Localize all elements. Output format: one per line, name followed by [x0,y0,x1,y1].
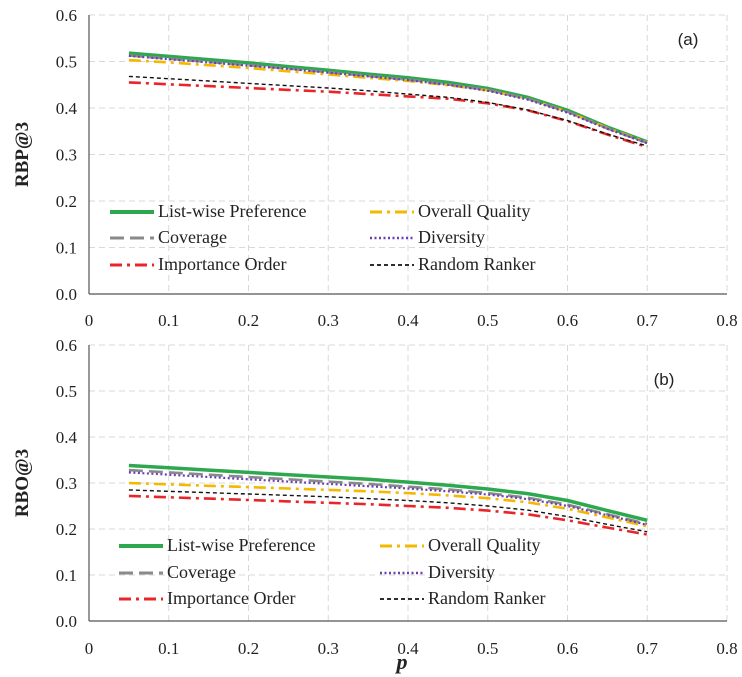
y-tick-label: 0.4 [56,99,78,118]
y-tick-label: 0.0 [56,285,77,304]
series-line-random-ranker [128,75,648,147]
series-line-diversity [128,54,648,145]
series-line-overall-quality [128,481,648,528]
legend-label: Random Ranker [428,588,545,608]
x-tick-label: 0 [85,311,94,330]
series-lines [128,463,648,536]
grid [88,14,728,295]
legend-item: Coverage [110,227,227,247]
legend-label: Random Ranker [418,254,535,274]
y-tick-label: 0.6 [56,6,77,25]
y-axis-label: RBO@3 [12,449,33,517]
legend-item: List-wise Preference [119,535,315,555]
y-tick-label: 0.3 [56,474,77,493]
legend-label: Overall Quality [418,201,530,221]
y-tick-label: 0.1 [56,239,77,258]
y-tick-label: 0.2 [56,520,77,539]
legend-label: Diversity [418,227,485,247]
y-tick-label: 0.4 [56,428,78,447]
x-tick-label: 0.5 [477,311,498,330]
legend-item: Importance Order [119,588,295,608]
legend-label: Overall Quality [428,535,540,555]
legend-label: Importance Order [167,588,295,608]
legend-item: Random Ranker [370,254,535,274]
series-line-random-ranker [128,489,648,533]
x-tick-label: 0.7 [637,639,659,658]
legend-item: Coverage [119,562,236,582]
series-line-importance-order [128,494,648,536]
legend-item: Overall Quality [380,535,540,555]
legend-label: List-wise Preference [167,535,315,555]
x-tick-label: 0.3 [318,311,339,330]
legend-item: Overall Quality [370,201,530,221]
legend-label: Diversity [428,562,495,582]
y-tick-label: 0.2 [56,192,77,211]
x-tick-label: 0.4 [397,311,419,330]
legend: List-wise Preference Overall Quality Cover… [110,201,535,274]
legend-item: Diversity [370,227,485,247]
x-tick-label: 0 [85,639,94,658]
y-tick-label: 0.3 [56,146,77,165]
x-axis-label: p [395,649,408,674]
x-tick-label: 0.8 [716,639,737,658]
legend-item: Importance Order [110,254,286,274]
series-lines [128,51,648,149]
y-tick-label: 0.5 [56,53,77,72]
y-tick-label: 0.6 [56,336,77,355]
x-tick-label: 0.1 [158,639,179,658]
x-tick-label: 0.2 [238,639,259,658]
series-line-coverage [128,54,648,145]
legend: List-wise Preference Overall Quality Cover… [119,535,545,608]
chart-panel-a: 0.0 0.1 0.2 0.3 0.4 0.5 0.6 0 0.1 0.2 0.3 0.4 0.5 0.6… [12,6,738,330]
series-line-overall-quality [128,58,648,144]
x-tick-label: 0.7 [637,311,659,330]
x-tick-label: 0.1 [158,311,179,330]
x-tick-label: 0.5 [477,639,498,658]
legend-item: Diversity [380,562,495,582]
x-tick-label: 0.3 [318,639,339,658]
panel-label: (a) [678,30,699,49]
chart-panel-b: 0.0 0.1 0.2 0.3 0.4 0.5 0.6 0 0.1 0.2 0.3 0.4 0.5 0.6… [12,336,738,674]
legend-label: Coverage [167,562,236,582]
y-axis-label: RBP@3 [12,122,33,187]
panel-label: (b) [654,370,675,389]
x-tick-label: 0.4 [397,639,419,658]
legend-label: Importance Order [158,254,286,274]
legend-label: Coverage [158,227,227,247]
x-tick-label: 0.2 [238,311,259,330]
y-tick-label: 0.1 [56,566,77,585]
series-line-diversity [128,471,648,526]
series-line-list-wise-preference [128,51,648,144]
y-tick-label: 0.0 [56,612,77,631]
x-tick-label: 0.6 [557,639,578,658]
x-tick-label: 0.6 [557,311,578,330]
series-line-coverage [128,468,648,526]
legend-item: Random Ranker [380,588,545,608]
series-line-list-wise-preference [128,463,648,523]
legend-label: List-wise Preference [158,201,306,221]
legend-item: List-wise Preference [110,201,306,221]
x-tick-label: 0.8 [716,311,737,330]
y-tick-label: 0.5 [56,382,77,401]
